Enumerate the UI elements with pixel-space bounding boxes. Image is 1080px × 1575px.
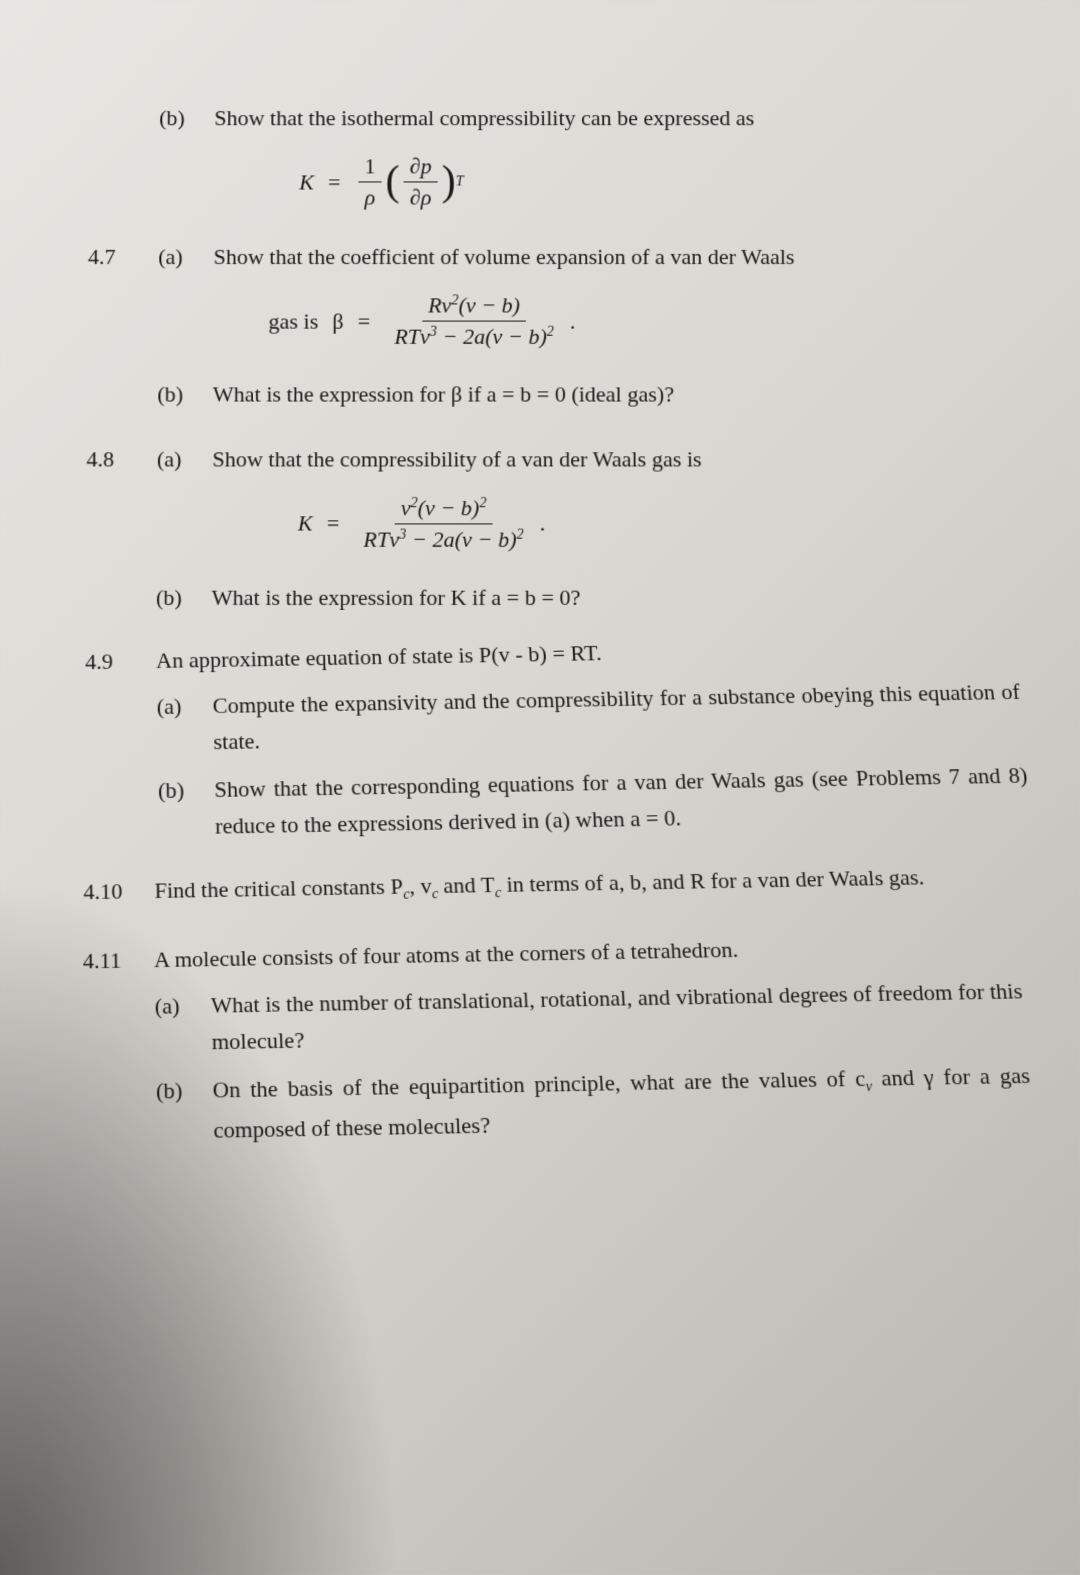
- K: K: [298, 510, 313, 536]
- sub-label: (a): [154, 987, 211, 1025]
- problem-number: 4.11: [83, 941, 155, 978]
- frac-dp-drho: ∂p ∂ρ: [404, 154, 438, 211]
- beta: β: [332, 308, 343, 334]
- sub-label: (b): [156, 579, 212, 615]
- problem-4-8: 4.8 (a) Show that the compressibility of…: [85, 441, 1015, 615]
- problem-number: 4.7: [88, 239, 159, 274]
- sub-label: (a): [158, 239, 213, 274]
- formula-4-8a: K = v2(v − b)2 RTv3 − 2a(v − b)2 .: [86, 495, 1015, 553]
- problem-text: A molecule consists of four atoms at the…: [154, 926, 1020, 977]
- sub-label: (b): [157, 377, 213, 413]
- formula-4-7a: gas is β = Rv2(v − b) RTv3 − 2a(v − b)2 …: [87, 293, 1013, 351]
- problem-4-6b: (b) Show that the isothermal compressibi…: [88, 100, 1011, 211]
- sub-label: (b): [156, 1070, 213, 1108]
- open-paren: (: [386, 163, 400, 201]
- frac-beta: Rv2(v − b) RTv3 − 2a(v − b)2: [388, 293, 560, 351]
- problem-text: Show that the isothermal compressibility…: [214, 100, 1011, 135]
- gas-is: gas is: [268, 308, 318, 334]
- problem-text: Show that the corresponding equations fo…: [214, 756, 1032, 844]
- close-paren: ): [442, 163, 456, 201]
- problem-text: Find the critical constants Pc, vc and T…: [154, 857, 1019, 912]
- problem-text: Compute the expansivity and the compress…: [212, 673, 1024, 760]
- problem-number: 4.8: [86, 441, 157, 477]
- problem-text: What is the expression for β if a = b = …: [213, 377, 1014, 413]
- problem-text: On the basis of the equipartition princi…: [212, 1056, 1035, 1149]
- problem-4-10: 4.10 Find the critical constants Pc, vc …: [83, 857, 1019, 913]
- problem-text: What is the expression for K if a = b = …: [212, 579, 1016, 615]
- problem-number: 4.10: [83, 872, 155, 909]
- frac-1-rho: 1 ρ: [358, 154, 381, 211]
- problem-text: Show that the compressibility of a van d…: [212, 441, 1014, 477]
- equals: =: [327, 510, 340, 536]
- subscript-T: T: [456, 174, 464, 190]
- equals: =: [358, 308, 371, 334]
- problem-text: What is the number of translational, rot…: [211, 972, 1027, 1060]
- sub-label: (b): [158, 770, 215, 808]
- sub-label: (b): [159, 100, 214, 135]
- problem-4-11: 4.11 A molecule consists of four atoms a…: [83, 926, 1035, 1151]
- formula-lhs: K: [299, 169, 314, 195]
- formula-4-6b: K = 1 ρ ( ∂p ∂ρ ) T: [88, 154, 1011, 211]
- frac-K: v2(v − b)2 RTv3 − 2a(v − b)2: [357, 495, 529, 553]
- problem-4-9: 4.9 An approximate equation of state is …: [85, 627, 1032, 846]
- problem-number: 4.9: [85, 642, 156, 679]
- sub-label: (a): [157, 441, 213, 477]
- problem-text: An approximate equation of state is P(v …: [156, 627, 1017, 678]
- equals: =: [328, 169, 341, 195]
- sub-label: (a): [156, 688, 213, 725]
- problem-text: Show that the coefficient of volume expa…: [213, 239, 1012, 274]
- problem-4-7: 4.7 (a) Show that the coefficient of vol…: [87, 239, 1014, 412]
